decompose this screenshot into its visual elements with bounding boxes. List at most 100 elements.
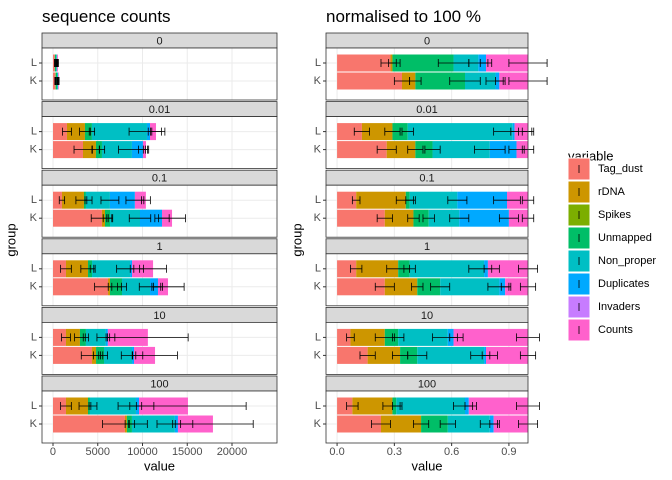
bar-segment <box>337 209 385 227</box>
error-bar <box>139 264 167 273</box>
x-tick-label: 10000 <box>127 446 158 458</box>
error-bar <box>350 264 363 273</box>
error-bar <box>346 402 359 410</box>
y-tick-label: L <box>315 194 321 206</box>
bar-segment <box>65 260 88 278</box>
error-bar <box>73 145 93 154</box>
legend-label: Non_proper <box>598 255 656 267</box>
facet-label: 0.1 <box>152 173 167 185</box>
panel <box>42 48 277 100</box>
error-bar <box>392 333 405 342</box>
facet-label: 0 <box>156 35 162 47</box>
error-bar <box>132 351 178 360</box>
legend-label: Invaders <box>598 301 641 313</box>
error-bar <box>411 282 424 291</box>
y-tick-label: K <box>30 418 38 430</box>
bar-segment <box>337 141 387 159</box>
bar-segment <box>459 209 509 227</box>
y-axis-title: group <box>289 223 304 256</box>
bar-segment <box>52 141 83 159</box>
error-bar <box>128 214 152 223</box>
error-bar <box>60 402 72 410</box>
bar-segment <box>337 415 381 433</box>
bar-segment <box>131 415 175 433</box>
bar-segment <box>337 397 353 415</box>
panel-border <box>325 390 529 444</box>
bar-segment <box>415 72 465 90</box>
bar-segment <box>65 328 80 346</box>
error-bar <box>158 214 186 223</box>
bar-segment <box>54 54 57 72</box>
bar-segment <box>505 278 528 296</box>
y-tick-label: L <box>31 194 37 206</box>
y-tick-label: K <box>30 349 38 361</box>
y-tick-label: L <box>31 331 37 343</box>
panel-border <box>41 184 278 238</box>
error-bar <box>430 282 451 291</box>
bar-segment <box>392 54 454 72</box>
error-bar <box>388 59 397 67</box>
bar-segment <box>91 123 147 141</box>
error-bar <box>102 214 108 223</box>
bar-segment <box>407 123 513 141</box>
bar-segment <box>101 141 132 159</box>
error-bar <box>401 127 414 136</box>
bar-segment <box>396 397 465 415</box>
bar-segment <box>409 191 458 209</box>
x-tick-label: 0 <box>50 446 56 458</box>
error-bar <box>107 214 113 223</box>
panel-border <box>325 116 529 169</box>
error-bar <box>449 333 458 342</box>
facet-label: 100 <box>418 378 436 390</box>
bar-segment <box>421 415 448 433</box>
bar-segment <box>52 346 93 364</box>
bar-segment <box>361 123 393 141</box>
panel-border <box>41 321 278 375</box>
bar-segment <box>66 123 85 141</box>
legend-label: Unmapped <box>598 232 652 244</box>
y-tick-label: L <box>31 57 37 69</box>
bar-segment <box>85 191 110 209</box>
bar-segment <box>380 415 422 433</box>
bar-segment <box>337 191 357 209</box>
panel-border <box>325 321 529 375</box>
error-bar <box>498 214 519 223</box>
facet-label: 1 <box>424 241 430 253</box>
error-bar <box>449 77 481 85</box>
error-bar <box>481 351 491 360</box>
bar-segment <box>468 397 528 415</box>
facet-label: 0.1 <box>419 173 434 185</box>
error-bar <box>78 402 98 410</box>
y-tick-label: K <box>314 75 322 87</box>
y-tick-label: L <box>315 57 321 69</box>
error-bar <box>359 351 376 360</box>
bar-segment <box>109 191 135 209</box>
bar-segment <box>485 54 528 72</box>
panel-border <box>41 390 278 444</box>
error-bar <box>449 214 470 223</box>
panel-border <box>325 47 529 101</box>
x-tick-label: 5000 <box>86 446 110 458</box>
error-bar <box>489 420 498 428</box>
bar-segment <box>52 191 62 209</box>
y-tick-label: L <box>315 400 321 412</box>
panel-border <box>41 253 278 307</box>
error-bar <box>376 145 397 154</box>
error-bar <box>432 333 464 342</box>
chart-title: normalised to 100 % <box>326 7 481 26</box>
facet-label: 0.01 <box>416 104 437 116</box>
error-bar <box>407 214 420 223</box>
error-bar <box>409 77 422 85</box>
bar-segment <box>337 328 351 346</box>
y-tick-label: K <box>30 144 38 156</box>
error-bar <box>376 214 393 223</box>
error-bar <box>384 127 401 136</box>
legend-label: Counts <box>598 324 633 336</box>
bar-segment <box>52 397 66 415</box>
x-tick-label: 0.3 <box>387 446 402 458</box>
error-bar <box>403 264 416 273</box>
bar-segment <box>337 260 357 278</box>
bar-segment <box>386 141 416 159</box>
y-tick-label: K <box>314 281 322 293</box>
error-bar <box>89 264 95 273</box>
